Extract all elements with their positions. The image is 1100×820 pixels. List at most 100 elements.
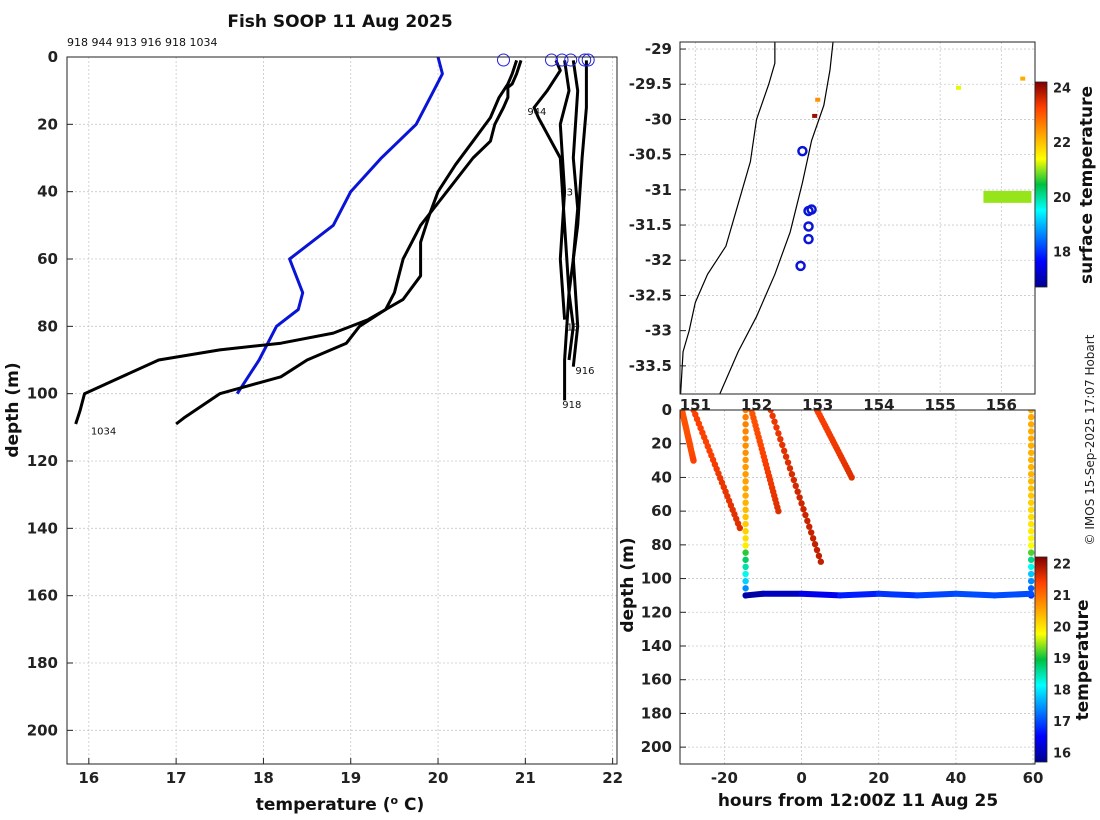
- y-tick-label: 40: [37, 183, 58, 201]
- bottom-track-segment: [952, 590, 998, 599]
- section-y-title: depth (m): [618, 537, 638, 632]
- section-x-tick-label: 40: [945, 769, 966, 787]
- section-y-tick-label: 100: [641, 570, 672, 588]
- section-y-tick-label: 180: [641, 704, 672, 722]
- sst-patch: [812, 113, 818, 118]
- temperature-colorbar-tick: 22: [1053, 557, 1071, 572]
- cast-point: [1027, 520, 1035, 528]
- surface-colorbar-ticks: 18 20 22 24: [1053, 81, 1071, 260]
- bottom-track-segment: [914, 590, 959, 599]
- temperature-colorbar-ticks: 16 17 18 19 20 21 22: [1053, 557, 1071, 761]
- cast-point: [777, 435, 784, 443]
- map-y-tick-label: -32: [645, 251, 672, 269]
- x-tick-label: 19: [340, 769, 361, 787]
- section-y-tick-label: 160: [641, 671, 672, 689]
- cast-point: [742, 542, 749, 549]
- map-y-tick-label: -29.5: [629, 75, 672, 93]
- profile-ticks: 16 17 18 19 20 21 22 0 20 40 60 80 100 120 140 160 180 20…: [27, 48, 623, 787]
- cast-point: [1027, 442, 1035, 449]
- cast-point: [1027, 563, 1035, 571]
- cast-point: [742, 410, 749, 414]
- cast-point: [1027, 413, 1035, 421]
- cast-point: [802, 511, 809, 519]
- map-y-tick-label: -31: [645, 181, 672, 199]
- surface-marker: [578, 53, 592, 67]
- cast-point: [1027, 478, 1035, 485]
- cast-point: [1027, 499, 1035, 506]
- profile-series: [74, 57, 588, 426]
- profile-labels: 944 3 13 916 918 1034: [91, 107, 595, 438]
- cast-point: [742, 570, 749, 578]
- temperature-colorbar-tick: 19: [1053, 652, 1071, 667]
- surface-colorbar: [1034, 81, 1048, 288]
- cast-point: [1027, 428, 1035, 435]
- temperature-colorbar-tick: 17: [1053, 715, 1071, 730]
- section-y-tick-label: 80: [651, 536, 672, 554]
- cast-point: [742, 456, 749, 464]
- sst-patch: [1020, 76, 1026, 81]
- section-y-tick-label: 40: [651, 468, 672, 486]
- bottom-track-segment: [798, 590, 844, 599]
- temperature-colorbar: [1034, 556, 1048, 763]
- surface-marker: [555, 53, 569, 67]
- cast-point: [1027, 585, 1035, 592]
- section-x-tick-label: 60: [1023, 769, 1044, 787]
- cast-point: [767, 410, 774, 414]
- station-marker: [803, 233, 814, 245]
- cast-point: [806, 523, 813, 530]
- map-y-tick-label: -33.5: [629, 357, 672, 375]
- surface-markers: [497, 53, 595, 67]
- cast-point: [811, 541, 819, 548]
- cast-point: [848, 474, 855, 481]
- profile-label: 1034: [91, 427, 116, 438]
- profile-line-913: [558, 60, 571, 320]
- map-frame: [679, 41, 1036, 395]
- map-ticks: 151 152 153 154 155 156-29-29.5-30-30.5-31-31…: [629, 40, 1017, 414]
- shelf-contour: [719, 42, 834, 394]
- cast-point: [773, 424, 780, 431]
- section-x-tick-label: -20: [711, 769, 738, 787]
- x-tick-label: 21: [515, 769, 536, 787]
- profile-panel: Fish SOOP 11 Aug 2025 918 944 913 916 91…: [3, 12, 623, 815]
- station-marker: [806, 204, 817, 215]
- surface-colorbar-tick: 22: [1053, 136, 1071, 151]
- section-x-tick-label: 20: [868, 769, 889, 787]
- cast-point: [690, 457, 697, 464]
- y-axis-title: depth (m): [3, 362, 23, 457]
- y-tick-label: 0: [48, 48, 58, 66]
- cast-point: [807, 529, 815, 536]
- cast-point: [1027, 410, 1035, 414]
- y-tick-label: 180: [27, 654, 58, 672]
- cast-point: [780, 447, 788, 455]
- section-ticks: -20 0 20 40 60 0 20 40 60 80 100 120 140 160 180 200: [641, 401, 1044, 787]
- surface-marker: [545, 53, 559, 67]
- cast-point: [1027, 542, 1035, 549]
- x-tick-label: 22: [602, 769, 623, 787]
- profile-line-1034: [175, 59, 523, 426]
- cast-point: [742, 413, 749, 421]
- profile-line-944: [532, 59, 575, 361]
- profile-label: 3: [567, 188, 573, 199]
- section-grid: [680, 409, 1035, 764]
- map-panel: 151 152 153 154 155 156-29-29.5-30-30.5-31-31…: [629, 40, 1097, 414]
- cast-point: [1027, 577, 1035, 585]
- y-tick-label: 80: [37, 317, 58, 335]
- temperature-colorbar-tick: 16: [1053, 747, 1071, 762]
- cast-point: [742, 499, 749, 506]
- x-tick-label: 20: [428, 769, 449, 787]
- section-y-tick-label: 60: [651, 502, 672, 520]
- x-axis-title: temperature (o C): [256, 794, 425, 816]
- cast-point: [775, 507, 782, 515]
- bottom-track-segment: [991, 590, 1035, 599]
- surface-marker: [497, 53, 511, 67]
- sst-patch: [955, 85, 961, 90]
- cast-point: [1027, 470, 1035, 478]
- x-tick-label: 18: [253, 769, 274, 787]
- profile-grid: [67, 56, 617, 764]
- temperature-colorbar-tick: 18: [1053, 683, 1071, 698]
- section-y-tick-label: 140: [641, 637, 672, 655]
- map-x-tick-label: 155: [924, 396, 955, 414]
- cast-point: [1027, 456, 1035, 464]
- bottom-track-segment: [837, 590, 882, 599]
